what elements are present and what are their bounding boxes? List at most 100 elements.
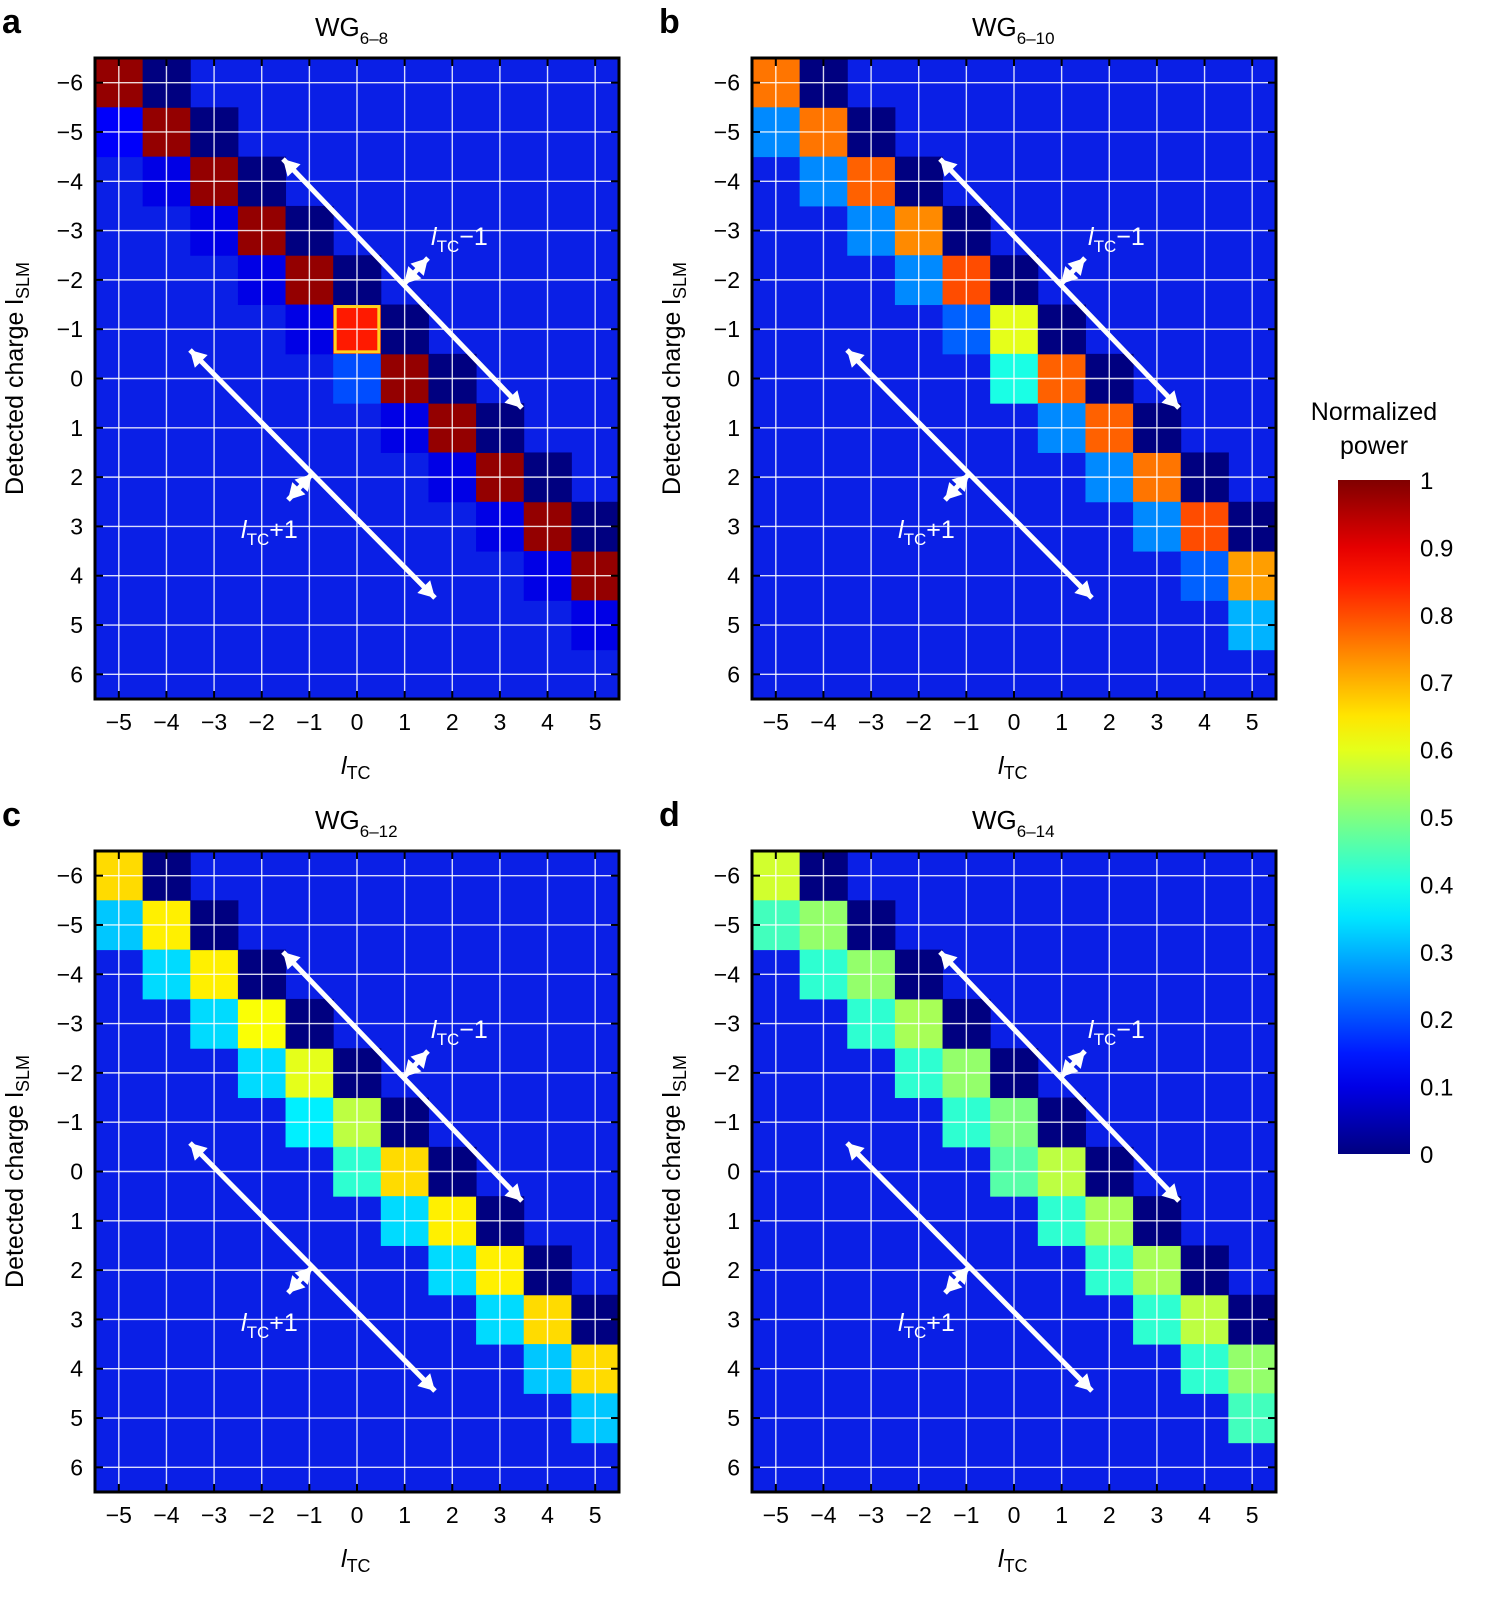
panel-a: −5 −4 −3 −2 −1 0 1 2 3 4 5 −6 −5 −4 −3 −2 −1 0 1 2 3 4 5 6 a WG6–… (1, 3, 621, 783)
x-axis-label-base: l (998, 752, 1005, 780)
y-axis-label-sub: SLM (670, 262, 690, 299)
arrow-label-upper-base: l (1088, 1016, 1095, 1044)
y-axis-label: Detected charge lSLM (658, 262, 690, 495)
panel-title-base: WG (972, 805, 1017, 835)
colorbar-tick-label: 0 (1420, 1142, 1433, 1169)
x-tick-label: 1 (398, 1502, 411, 1528)
panel-c: −5 −4 −3 −2 −1 0 1 2 3 4 5 −6 −5 −4 −3 −2 −1 0 1 2 3 4 5 6 c WG6–… (1, 796, 621, 1576)
panel-letter: a (2, 3, 22, 41)
y-tick-label: −3 (57, 218, 83, 244)
lower-side-arrow (286, 1265, 314, 1295)
y-axis-label-base: Detected charge l (658, 299, 686, 495)
arrow-label-lower: lTC+1 (241, 1309, 298, 1342)
y-tick-label: 5 (70, 1405, 83, 1431)
y-tick-label: −1 (714, 1109, 740, 1135)
upper-side-arrow (1059, 1049, 1087, 1079)
arrow-label-upper: lTC−1 (431, 223, 488, 256)
arrow-label-upper-sub: TC (1094, 237, 1117, 256)
lower-side-arrow (286, 472, 314, 502)
panel-title: WG6–12 (315, 805, 398, 841)
upper-side-arrow-head-start (410, 1051, 428, 1069)
upper-double-arrow-shaft (281, 157, 524, 410)
colorbar-tick-label: 1 (1420, 468, 1433, 495)
panel-title: WG6–14 (972, 805, 1055, 841)
y-tick-label: −4 (57, 961, 83, 987)
x-axis-label: lTC (341, 1545, 371, 1576)
colorbar-title-line1: Normalized (1311, 398, 1437, 426)
x-tick-label: 2 (1103, 1502, 1116, 1528)
panel-title: WG6–10 (972, 12, 1055, 48)
arrow-label-upper-suffix: −1 (1116, 223, 1145, 251)
arrow-label-upper-base: l (431, 1016, 438, 1044)
y-tick-label: 1 (70, 415, 83, 441)
arrow-label-lower-sub: TC (904, 1323, 927, 1342)
panel-title-base: WG (315, 12, 360, 42)
x-tick-label: 3 (494, 709, 507, 735)
upper-double-arrow-head-start (940, 159, 958, 177)
x-tick-label: 0 (1008, 1502, 1021, 1528)
lower-double-arrow-shaft (188, 348, 437, 600)
y-axis-label: Detected charge lSLM (1, 262, 33, 495)
y-tick-label: 4 (727, 563, 740, 589)
arrow-label-lower-suffix: +1 (269, 516, 298, 544)
lower-side-arrow-head-start (951, 474, 969, 492)
x-tick-label: −4 (810, 709, 836, 735)
y-tick-label: 6 (727, 661, 740, 687)
colorbar: Normalized power 1 0.9 0.8 0.7 0.6 0.5 0.4 0.3 0.2… (1311, 398, 1454, 1169)
y-tick-label: 6 (70, 1454, 83, 1480)
colorbar-tick-label: 0.2 (1420, 1007, 1453, 1034)
y-axis-label: Detected charge lSLM (658, 1055, 690, 1288)
x-tick-label: 4 (541, 709, 554, 735)
upper-side-arrow-head-end (404, 1059, 422, 1077)
y-axis-label-base: Detected charge l (1, 1092, 29, 1288)
x-tick-label: 1 (398, 709, 411, 735)
y-tick-label: −3 (714, 218, 740, 244)
colorbar-tick-label: 0.8 (1420, 603, 1453, 630)
x-tick-label: −1 (296, 1502, 322, 1528)
panel-letter: d (659, 796, 680, 834)
lower-double-arrow-head-end (417, 1373, 435, 1391)
upper-double-arrow (938, 950, 1181, 1203)
x-tick-label: −4 (810, 1502, 836, 1528)
x-axis-label-sub: TC (347, 1556, 371, 1576)
x-axis-label: lTC (341, 752, 371, 783)
x-tick-label: −1 (953, 709, 979, 735)
x-tick-label: −2 (906, 1502, 932, 1528)
y-axis-label: Detected charge lSLM (1, 1055, 33, 1288)
x-tick-label: 3 (494, 1502, 507, 1528)
y-tick-label: −3 (714, 1011, 740, 1037)
arrow-label-lower-base: l (898, 1309, 905, 1337)
y-tick-label: −1 (57, 1109, 83, 1135)
arrow-label-upper: lTC−1 (1088, 223, 1145, 256)
x-tick-label: 3 (1151, 1502, 1164, 1528)
y-tick-label: −5 (57, 119, 83, 145)
upper-double-arrow-head-end (504, 390, 522, 408)
lower-double-arrow-head-start (847, 1143, 865, 1161)
y-axis-label-sub: SLM (670, 1055, 690, 1092)
y-axis-label-base: Detected charge l (658, 1092, 686, 1288)
x-tick-label: −3 (201, 1502, 227, 1528)
colorbar-tick-label: 0.7 (1420, 670, 1453, 697)
colorbar-tick-label: 0.9 (1420, 535, 1453, 562)
lower-double-arrow-head-start (847, 350, 865, 368)
lower-double-arrow (188, 348, 437, 600)
y-tick-label: −3 (57, 1011, 83, 1037)
colorbar-tick-label: 0.1 (1420, 1075, 1453, 1102)
panel-title-sub: 6–8 (360, 29, 388, 48)
arrow-label-lower-sub: TC (247, 530, 270, 549)
x-tick-label: −2 (249, 1502, 275, 1528)
x-tick-label: −5 (106, 1502, 132, 1528)
x-tick-label: 5 (589, 709, 602, 735)
upper-side-arrow-head-end (404, 266, 422, 284)
upper-double-arrow-head-end (1161, 390, 1179, 408)
upper-side-arrow (1059, 256, 1087, 286)
lower-double-arrow-shaft (845, 1141, 1094, 1393)
x-tick-label: 0 (1008, 709, 1021, 735)
y-tick-label: 2 (727, 464, 740, 490)
arrow-label-lower: lTC+1 (898, 1309, 955, 1342)
lower-side-arrow-head-end (945, 482, 963, 500)
y-tick-label: −6 (57, 70, 83, 96)
upper-double-arrow-head-end (1161, 1183, 1179, 1201)
y-tick-label: 3 (70, 513, 83, 539)
